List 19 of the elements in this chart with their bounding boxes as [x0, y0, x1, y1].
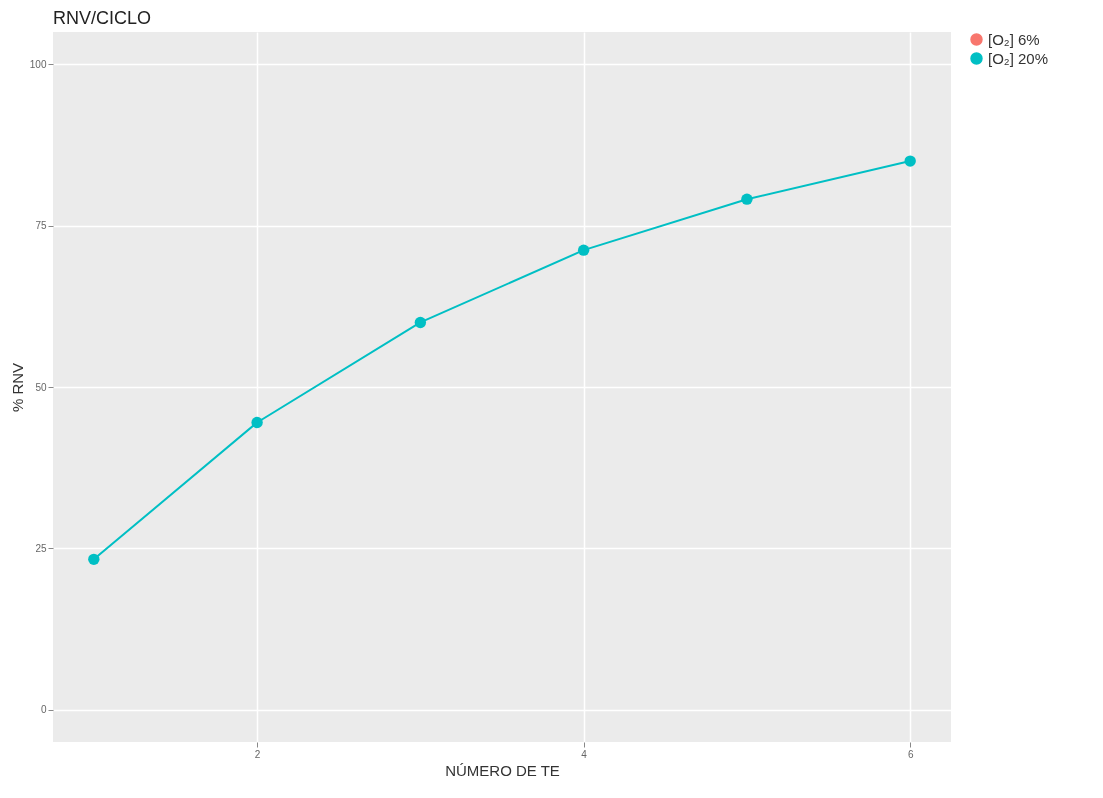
y-axis-title: % RNV [8, 362, 26, 413]
point [88, 553, 100, 566]
x-tick-label: 4 [581, 748, 588, 760]
point [251, 416, 263, 429]
legend-label: [O₂] 20% [988, 49, 1049, 67]
x-tick-label: 2 [254, 748, 261, 760]
legend-label: [O₂] 6% [988, 30, 1040, 48]
point [577, 244, 590, 256]
point [414, 316, 427, 329]
y-tick-label: 50 [35, 381, 47, 393]
point [904, 155, 916, 167]
x-axis-title: NÚMERO DE TE [445, 761, 560, 779]
point [741, 193, 753, 205]
y-tick-label: 0 [40, 704, 47, 716]
y-tick-label: 100 [29, 58, 47, 70]
x-tick-label: 6 [907, 748, 914, 760]
y-tick-label: 75 [35, 220, 47, 232]
y-tick-label: 25 [35, 542, 47, 554]
chart-title: RNV/CICLO [53, 8, 152, 28]
